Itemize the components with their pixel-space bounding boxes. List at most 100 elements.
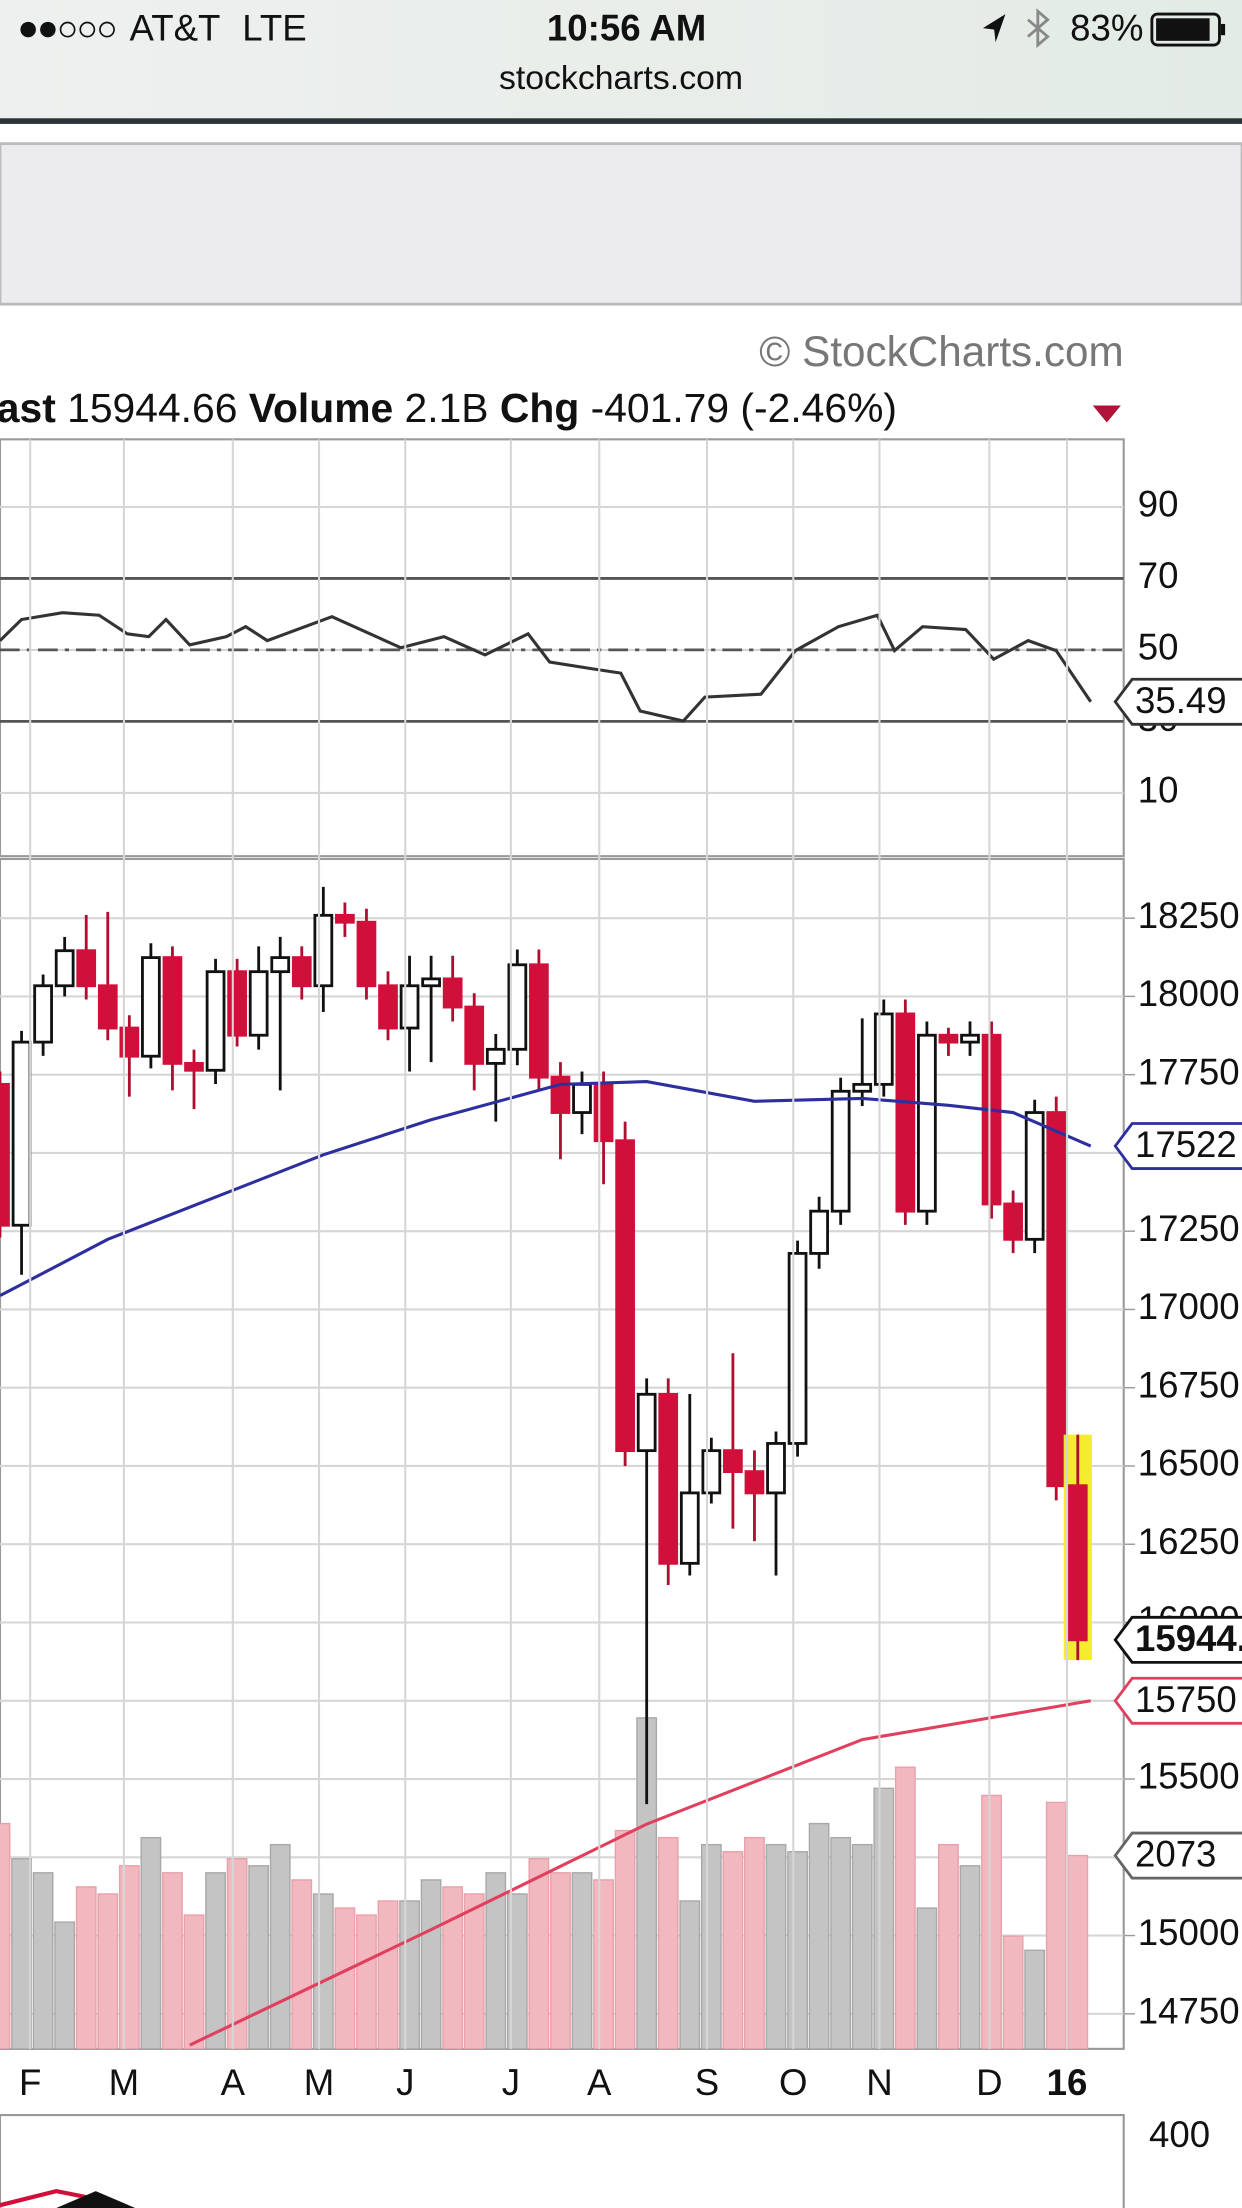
clock: 10:56 AM (547, 8, 706, 49)
volume-bar (75, 1886, 97, 2049)
volume-bar (528, 1858, 550, 2049)
candle-body (615, 1139, 635, 1453)
volume-label: Volume (249, 385, 393, 431)
y-tick-label: 17000 (1138, 1286, 1240, 1327)
battery-icon (1150, 12, 1226, 47)
volume-bar (593, 1879, 614, 2049)
volume-bar (205, 1872, 226, 2049)
candle-body (54, 949, 75, 988)
candle-body (33, 984, 53, 1044)
ma-tag: 17522 (1135, 1124, 1237, 1165)
chart-header: Last 15944.66 Volume 2.1B Chg -401.79 (-… (0, 385, 897, 431)
candle-body (1024, 1111, 1045, 1241)
y-tick-label: 15500 (1138, 1756, 1240, 1797)
y-tick-label: 18000 (1138, 973, 1240, 1014)
candle-body (981, 1033, 1002, 1206)
volume-bar (463, 1893, 485, 2049)
candle-body (550, 1075, 571, 1114)
volume-bar (97, 1893, 119, 2049)
rsi-plot (0, 505, 1124, 794)
lower-tick-label: 400 (1149, 2114, 1210, 2155)
x-tick-label: 16 (1047, 2062, 1088, 2103)
location-icon (982, 14, 1006, 43)
candle-body (787, 1252, 808, 1445)
candle-body (917, 1033, 937, 1213)
last-tag: 15944.66 (1135, 1618, 1242, 1659)
volume-bar (118, 1865, 140, 2049)
candle-body (184, 1061, 204, 1072)
volume-bar (0, 1822, 11, 2049)
y-tick-label: 17250 (1138, 1208, 1240, 1249)
candle-body (442, 977, 463, 1009)
ma-tag: 15750 (1135, 1679, 1237, 1720)
volume-bar (442, 1886, 464, 2049)
volume-value: 2.1B (405, 385, 489, 431)
volume-bar (614, 1829, 636, 2049)
moving-average (0, 1080, 1092, 1298)
rsi-tick-label: 90 (1138, 484, 1179, 525)
y-tick-label: 18250 (1138, 895, 1240, 936)
y-tick-label: 16500 (1138, 1443, 1240, 1484)
volume-bar (1045, 1801, 1067, 2049)
candle-body (701, 1449, 722, 1495)
candle-body (529, 963, 549, 1079)
volume-bar (851, 1843, 873, 2049)
last-value: 15944.66 (67, 385, 237, 431)
volume-bar (1067, 1854, 1089, 2049)
volume-bar (399, 1900, 420, 2049)
volume-bar (981, 1794, 1002, 2049)
candle-body (141, 956, 161, 1058)
y-tick-label: 16750 (1138, 1364, 1240, 1405)
volume-bar (485, 1872, 507, 2049)
candle-body (766, 1442, 786, 1495)
price-plot (0, 886, 1124, 2049)
volume-bar (291, 1879, 313, 2049)
bluetooth-icon (1027, 8, 1050, 49)
candle-body (356, 920, 377, 988)
volume-bar (248, 1865, 270, 2049)
rsi-panel (0, 438, 1125, 858)
ma-tag-box (1113, 1676, 1242, 1725)
chg-label: Chg (500, 385, 579, 431)
volume-bar (356, 1914, 377, 2049)
volume-bar (657, 1836, 679, 2049)
volume-bar (420, 1879, 442, 2049)
status-bar (0, 0, 1242, 122)
candle-body (895, 1012, 916, 1213)
volume-bar (765, 1843, 787, 2049)
last-label: Last (0, 385, 56, 431)
candle-body (852, 1082, 873, 1093)
volume-bar (269, 1843, 291, 2049)
x-tick-label: A (587, 2062, 612, 2103)
chg-value: -401.79 (-2.46%) (591, 385, 897, 431)
y-tick-label: 14750 (1138, 1990, 1240, 2031)
candle-body (97, 984, 118, 1030)
candle-body (593, 1082, 614, 1143)
moving-average (189, 1699, 1091, 2047)
bar-divider (0, 118, 1242, 124)
candle-body (399, 984, 420, 1030)
x-tick-label: F (19, 2062, 41, 2103)
candle-body (162, 956, 183, 1065)
volume-bar (787, 1851, 808, 2049)
candle-body (421, 977, 441, 988)
down-arrow (1092, 405, 1121, 423)
candle-body (76, 949, 97, 988)
volume-bar (550, 1872, 571, 2049)
ma-tag-box (1113, 1122, 1242, 1170)
x-tick-label: J (396, 2062, 414, 2103)
x-tick-label: M (304, 2062, 335, 2103)
candle-body (11, 1040, 32, 1227)
volume-bar (938, 1843, 959, 2049)
candle-body (830, 1089, 851, 1213)
volume-bar (571, 1872, 593, 2049)
x-tick-label: M (109, 2062, 140, 2103)
volume-bar (916, 1907, 938, 2049)
toolbar-band (0, 142, 1242, 306)
rsi-tag: 35.49 (1135, 680, 1227, 721)
volume-bar (183, 1914, 205, 2049)
volume-bar (722, 1851, 744, 2049)
volume-bar (808, 1822, 830, 2049)
candle-body (658, 1392, 679, 1565)
